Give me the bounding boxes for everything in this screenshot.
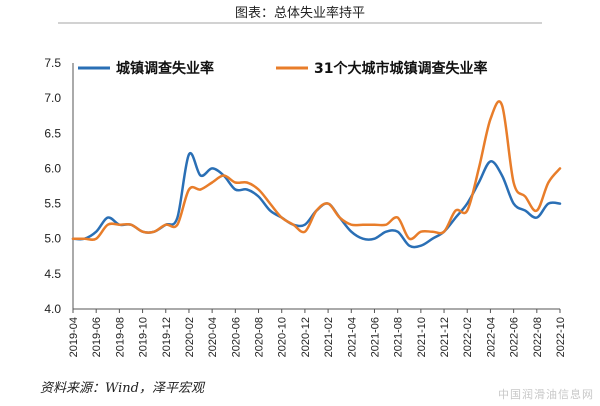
y-tick-label: 7.5: [44, 56, 61, 70]
y-tick-label: 6.5: [44, 126, 61, 140]
x-tick-label: 2021-02: [323, 317, 335, 357]
x-tick-label: 2022-06: [509, 317, 521, 357]
x-tick-label: 2020-02: [184, 317, 196, 357]
chart-title: 图表：总体失业率持平: [235, 5, 365, 21]
y-tick-label: 7.0: [44, 91, 61, 105]
x-tick-label: 2019-12: [161, 317, 173, 357]
watermark: 中国润滑油信息网: [498, 388, 594, 401]
x-tick-label: 2020-10: [277, 317, 289, 357]
x-tick-label: 2022-04: [485, 317, 497, 357]
series-group: [71, 100, 562, 249]
legend-label-urban: 城镇调查失业率: [116, 60, 214, 77]
x-tick-label: 2019-08: [114, 317, 126, 357]
y-tick-label: 4.0: [44, 302, 61, 316]
x-tick-label: 2021-12: [439, 317, 451, 357]
y-tick-label: 5.0: [44, 232, 61, 246]
x-tick-label: 2021-08: [393, 317, 405, 357]
x-tick-label: 2019-10: [138, 317, 150, 357]
x-axis: 2019-04 2019-06 2019-08 2019-10 2019-12 2020-…: [68, 308, 567, 357]
source-note: 资料来源：Wind，泽平宏观: [40, 381, 204, 396]
x-tick-label: 2020-08: [254, 317, 266, 357]
x-tick-label: 2022-02: [462, 317, 474, 357]
x-tick-label: 2022-10: [555, 317, 567, 357]
legend: 城镇调查失业率 31个大城市城镇调查失业率: [78, 60, 487, 77]
y-tick-label: 5.5: [44, 197, 61, 211]
x-tick-label: 2021-06: [369, 317, 381, 357]
x-tick-label: 2021-10: [416, 317, 428, 357]
series-line-31-cities: [71, 100, 562, 242]
x-tick-label: 2019-04: [68, 317, 80, 357]
x-tick-label: 2019-06: [91, 317, 103, 357]
x-tick-label: 2021-04: [346, 317, 358, 357]
y-axis: 7.5 7.0 6.5 6.0 5.5 5.0 4.5 4.0: [44, 56, 74, 316]
y-tick-label: 4.5: [44, 267, 61, 281]
y-tick-label: 6.0: [44, 161, 61, 175]
x-tick-label: 2022-08: [532, 317, 544, 357]
x-tick-label: 2020-12: [300, 317, 312, 357]
x-tick-label: 2020-06: [230, 317, 242, 357]
x-tick-label: 2020-04: [207, 317, 219, 357]
legend-label-31-cities: 31个大城市城镇调查失业率: [314, 60, 487, 77]
